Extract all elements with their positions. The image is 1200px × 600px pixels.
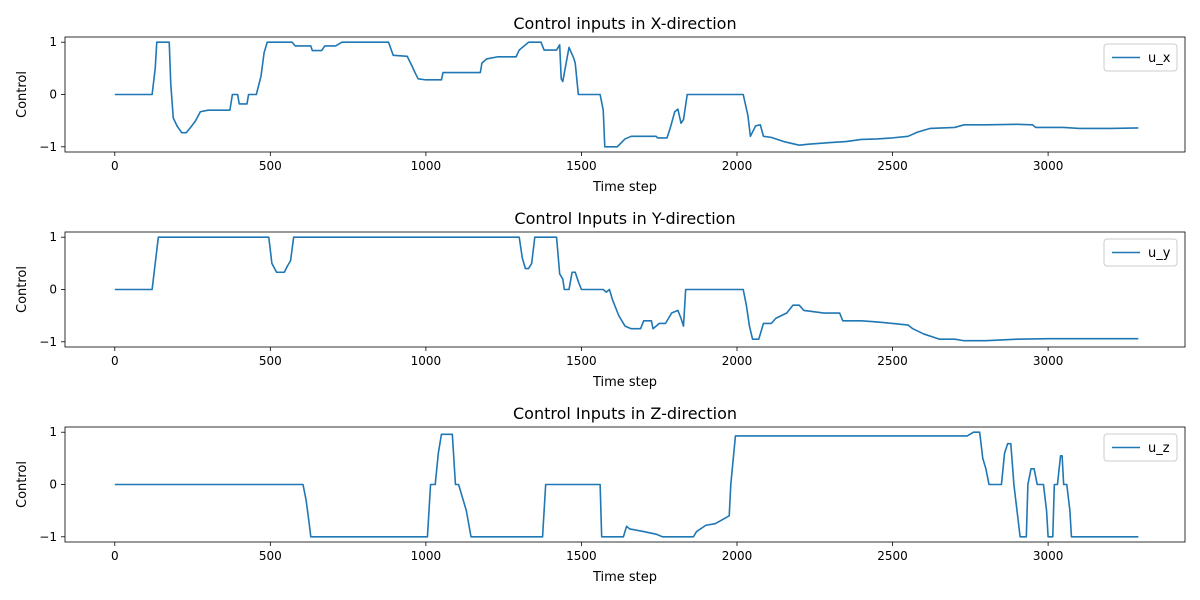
y-tick-label: 1 — [49, 35, 57, 49]
x-tick-label: 2500 — [877, 354, 908, 368]
legend: u_y — [1103, 238, 1178, 267]
y-tick-label: −1 — [39, 140, 57, 154]
x-tick-label: 2500 — [877, 549, 908, 563]
x-tick-label: 2500 — [877, 159, 908, 173]
legend-label: u_z — [1148, 441, 1170, 456]
legend-label: u_y — [1148, 246, 1171, 261]
legend-label: u_x — [1148, 51, 1171, 66]
y-tick-label: 1 — [49, 425, 57, 439]
y-axis-label: Control — [15, 461, 30, 508]
series-line-u_y — [114, 236, 1139, 342]
x-tick-label: 2000 — [722, 159, 753, 173]
x-tick-label: 0 — [111, 159, 119, 173]
series-line-u_z — [114, 431, 1139, 538]
x-axis-label: Time step — [592, 180, 657, 195]
chart-title: Control Inputs in Z-direction — [513, 404, 737, 423]
x-tick-label: 3000 — [1033, 159, 1064, 173]
x-tick-label: 3000 — [1033, 549, 1064, 563]
x-tick-label: 500 — [259, 354, 282, 368]
x-axis-label: Time step — [592, 570, 657, 585]
x-axis-label: Time step — [592, 375, 657, 390]
legend-box — [1103, 43, 1178, 72]
x-tick-label: 1000 — [411, 354, 442, 368]
legend-box — [1103, 238, 1178, 267]
x-tick-label: 1500 — [566, 159, 597, 173]
x-tick-label: 1500 — [566, 549, 597, 563]
x-tick-label: 500 — [259, 159, 282, 173]
x-tick-label: 1500 — [566, 354, 597, 368]
x-tick-label: 1000 — [411, 159, 442, 173]
x-tick-label: 0 — [111, 354, 119, 368]
subplot-y: Control Inputs in Y-direction 0 500 1000 150… — [15, 209, 1186, 390]
legend: u_z — [1103, 433, 1178, 462]
chart-title: Control inputs in X-direction — [513, 14, 736, 33]
y-tick-label: 0 — [49, 283, 57, 297]
subplot-x: Control inputs in X-direction 0 500 1000 150… — [15, 14, 1186, 195]
y-axis-label: Control — [15, 266, 30, 313]
x-tick-label: 500 — [259, 549, 282, 563]
x-tick-label: 0 — [111, 549, 119, 563]
y-tick-label: 1 — [49, 230, 57, 244]
x-tick-label: 1000 — [411, 549, 442, 563]
y-tick-label: 0 — [49, 478, 57, 492]
x-tick-label: 2000 — [722, 354, 753, 368]
chart-title: Control Inputs in Y-direction — [514, 209, 735, 228]
x-tick-label: 2000 — [722, 549, 753, 563]
y-axis-label: Control — [15, 71, 30, 118]
subplot-z: Control Inputs in Z-direction 0 500 1000 150… — [15, 404, 1186, 585]
legend-box — [1103, 433, 1178, 462]
x-tick-label: 3000 — [1033, 354, 1064, 368]
series-line-u_x — [114, 41, 1139, 148]
legend: u_x — [1103, 43, 1178, 72]
y-tick-label: −1 — [39, 530, 57, 544]
y-tick-label: 0 — [49, 88, 57, 102]
y-tick-label: −1 — [39, 335, 57, 349]
